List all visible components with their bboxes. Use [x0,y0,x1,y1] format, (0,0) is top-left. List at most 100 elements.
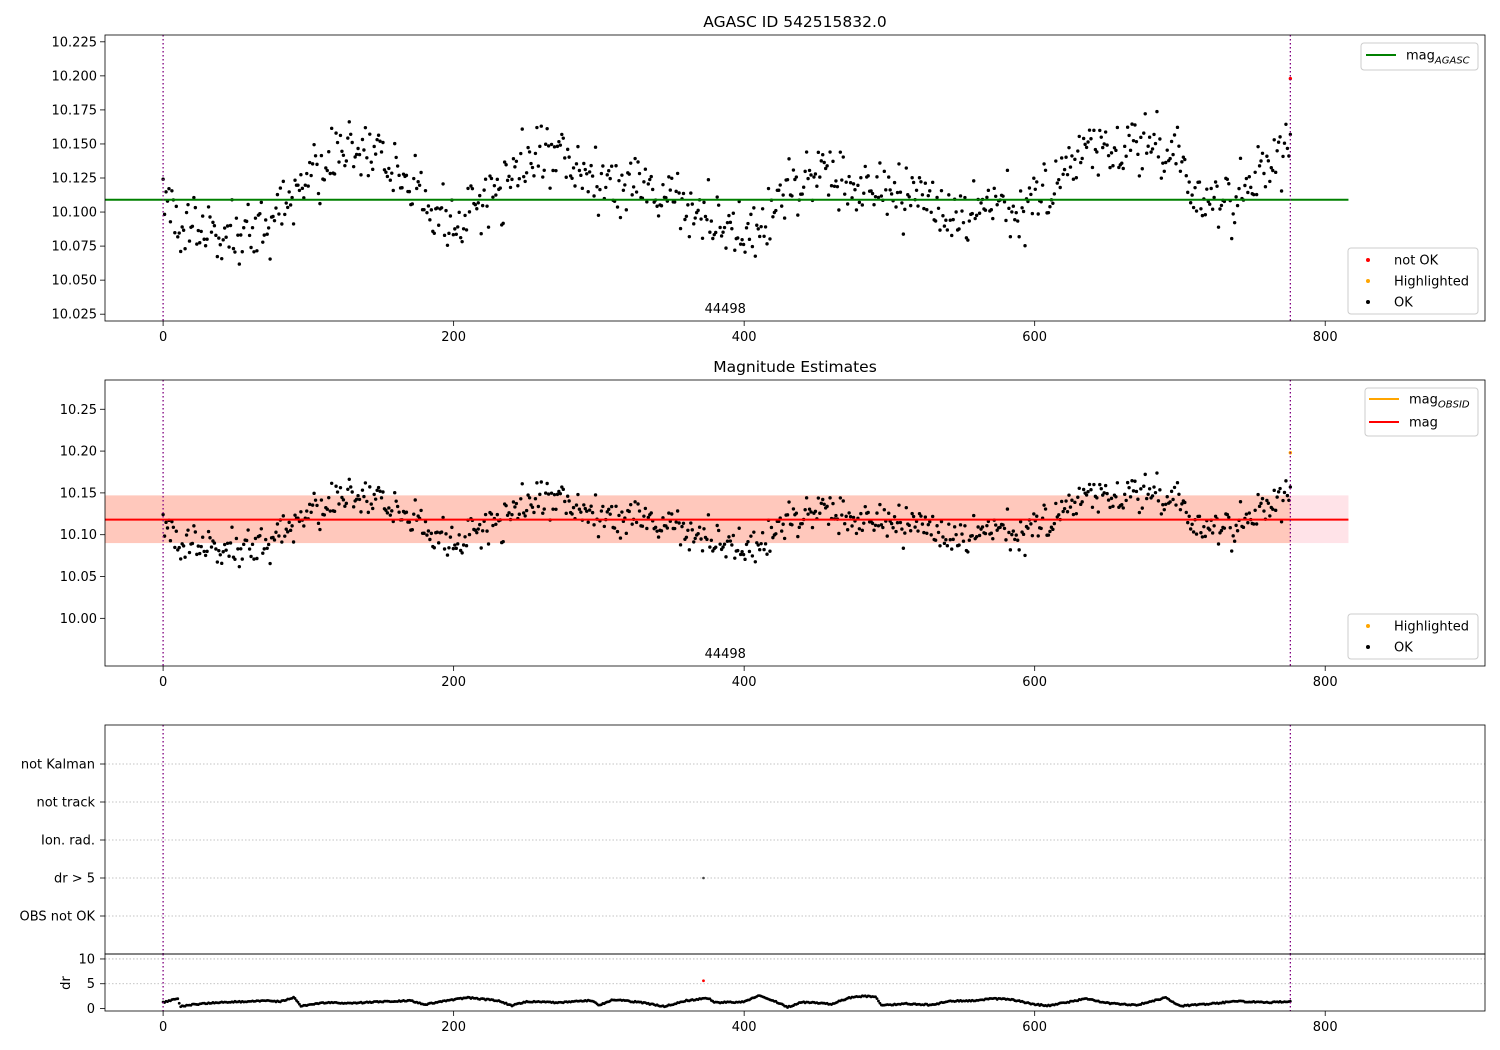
data-point-ok [590,510,595,515]
data-point-ok [526,145,530,150]
data-point-ok [711,236,715,241]
data-point-ok [536,164,541,168]
data-point-ok [841,155,845,159]
data-point-ok [177,545,181,550]
data-point-ok [1064,499,1068,503]
data-point-ok [1073,157,1077,162]
data-point-ok [516,184,520,188]
data-point-ok [486,542,491,546]
axes-frame [104,379,1486,667]
data-point-ok [661,182,665,187]
data-point-ok [432,546,436,550]
data-point-ok [1076,495,1080,499]
data-point-ok [327,495,331,500]
data-point-ok [234,536,239,541]
data-point-ok [897,162,901,166]
data-point-ok [1147,487,1152,491]
data-point-ok [388,178,393,182]
data-point-ok [281,179,286,184]
data-point-ok [354,152,359,157]
data-point-ok [302,196,306,200]
data-point-ok [1095,496,1099,500]
data-point-ok [1120,161,1124,165]
data-point-ok [266,226,271,230]
data-point-ok [1210,531,1215,535]
data-point-ok [741,242,746,247]
data-point-ok [925,207,929,212]
data-point-ok [690,528,694,532]
data-point-ok [517,512,522,516]
dr-point [875,997,879,1001]
y-axis-label: dr [59,976,74,990]
data-point-ok [545,481,549,486]
data-point-ok [198,551,202,556]
data-point-ok [186,528,190,532]
data-point-ok [168,538,173,543]
data-point-ok [727,213,731,218]
data-point-ok [564,175,568,179]
data-point-ok [972,513,976,518]
data-point-ok [1043,168,1048,172]
data-point-ok [478,193,482,198]
data-point-ok [470,186,475,191]
data-point-ok [193,205,198,210]
data-point-ok [1013,537,1017,542]
data-point-ok [765,552,769,556]
data-point-ok [576,144,580,149]
data-point-ok [668,188,672,192]
data-point-ok [412,176,416,181]
data-point-ok [675,509,680,513]
data-point-ok [1191,205,1196,210]
data-point-ok [264,218,268,222]
data-point-ok [901,232,906,236]
data-point-ok [692,540,696,544]
data-point-ok [1158,488,1162,492]
data-point-ok [1266,159,1271,163]
data-point-ok [1200,213,1205,218]
data-point-ok [1275,149,1279,153]
data-point-ok [1058,185,1062,190]
data-point-ok [991,537,995,541]
y-tick-label: 10.225 [52,35,98,50]
data-point-ok [372,144,376,149]
data-point-ok [680,524,684,529]
dr-outlier-point [702,979,705,983]
data-point-ok [747,237,752,242]
data-point-ok [436,223,441,227]
data-point-ok [598,187,602,192]
data-point-ok [480,529,485,533]
data-point-ok [1253,508,1257,512]
flag-label: not Kalman [21,758,95,773]
data-point-ok [847,174,851,179]
data-point-ok [1153,141,1158,146]
data-point-ok [351,505,356,509]
data-point-ok [359,173,363,177]
data-point-ok [1227,182,1231,186]
data-point-ok [738,242,743,246]
data-point-ok [646,515,651,520]
data-point-ok [1054,501,1058,506]
data-point-ok [428,537,432,542]
data-point-ok [985,523,989,528]
data-point-ok [892,180,897,185]
data-point-ok [161,512,165,517]
data-point-ok [1188,201,1193,205]
data-point-ok [957,543,961,547]
data-point-ok [1001,523,1005,527]
data-point-ok [1162,169,1166,173]
data-point-ok [709,538,714,542]
data-point-ok [752,206,756,210]
data-point-ok [1234,195,1238,199]
data-point-ok [1209,186,1213,191]
data-point-ok [218,243,222,247]
data-point-ok [454,546,458,551]
data-point-ok [178,557,183,561]
data-point-ok [1008,235,1013,239]
data-point-ok [643,167,648,171]
data-point-ok [740,237,744,242]
data-point-ok [393,141,397,146]
data-point-ok [456,225,460,229]
x-tick-label: 600 [1022,1020,1047,1035]
data-point-ok [419,508,423,513]
data-point-ok [1079,160,1083,165]
